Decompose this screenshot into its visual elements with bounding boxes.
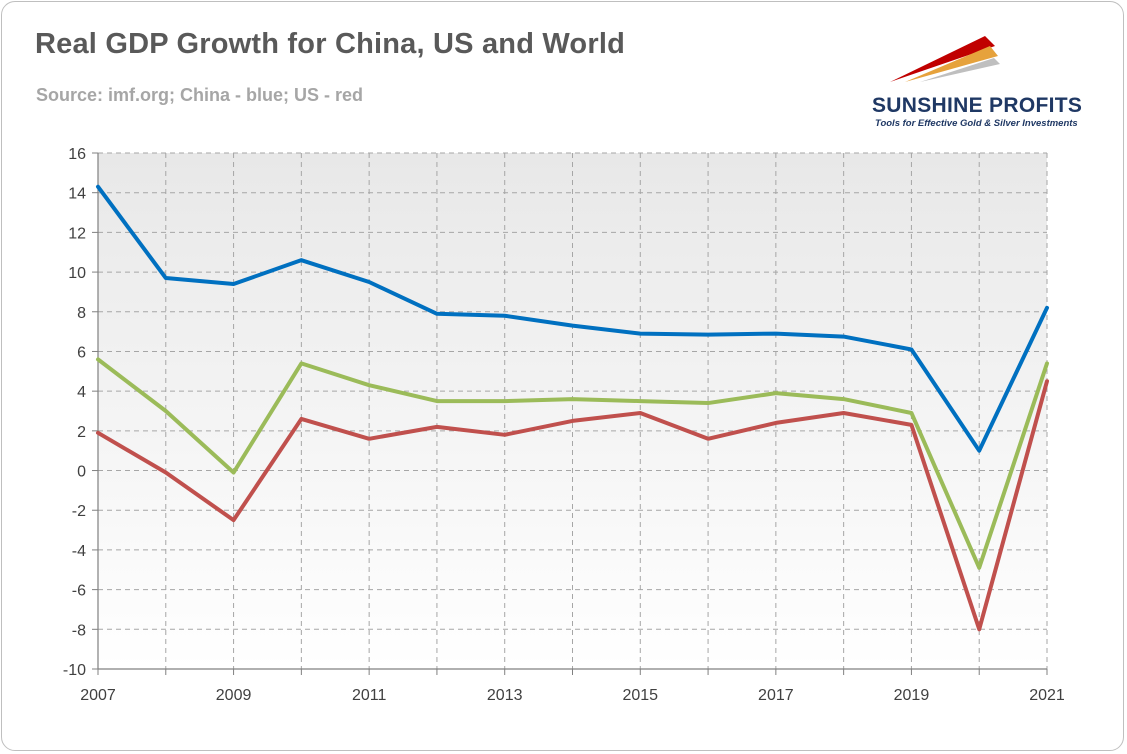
logo-name: SUNSHINE PROFITS: [872, 94, 1083, 117]
y-tick-label: 16: [68, 146, 86, 163]
y-tick-label: -2: [72, 503, 86, 520]
china-series-line: [96, 184, 1049, 453]
y-tick-label: 8: [77, 305, 86, 322]
chart-title: Real GDP Growth for China, US and World: [35, 28, 625, 60]
sunshine-profits-logo: SUNSHINE PROFITS Tools for Effective Gol…: [860, 30, 1100, 130]
y-tick-label: -8: [72, 622, 86, 639]
us-series-line: [96, 379, 1049, 632]
logo-swoosh-icon: [890, 36, 1000, 82]
y-tick-label: 6: [77, 344, 86, 361]
x-tick-label: 2019: [894, 687, 930, 704]
x-tick-label: 2007: [80, 687, 116, 704]
x-tick-label: 2013: [487, 687, 523, 704]
y-tick-label: 4: [77, 384, 86, 401]
grid-lines: [98, 152, 1048, 669]
data-series: [96, 184, 1049, 632]
world-series-line: [96, 357, 1049, 570]
x-tick-label: 2021: [1029, 687, 1065, 704]
x-tick-label: 2009: [216, 687, 252, 704]
y-tick-label: -4: [72, 543, 86, 560]
y-tick-label: 12: [68, 225, 86, 242]
x-tick-label: 2017: [758, 687, 794, 704]
y-tick-label: 10: [68, 265, 86, 282]
axes: [92, 152, 1048, 675]
x-tick-labels: 2007 2009 2011 2013 2015 2017 2019 2021: [80, 687, 1065, 704]
x-tick-label: 2011: [352, 687, 387, 704]
chart-subtitle: Source: imf.org; China - blue; US - red: [36, 85, 364, 105]
logo-tagline: Tools for Effective Gold & Silver Invest…: [875, 118, 1078, 129]
y-tick-label: -10: [63, 662, 86, 679]
x-tick-label: 2015: [622, 687, 658, 704]
y-tick-labels: 16 14 12 10 8 6 4 2 0 -2 -4 -6 -8 -10: [63, 146, 86, 679]
y-tick-label: -6: [72, 583, 86, 600]
y-tick-label: 14: [68, 186, 86, 203]
y-tick-label: 2: [77, 424, 86, 441]
y-tick-label: 0: [77, 464, 86, 481]
